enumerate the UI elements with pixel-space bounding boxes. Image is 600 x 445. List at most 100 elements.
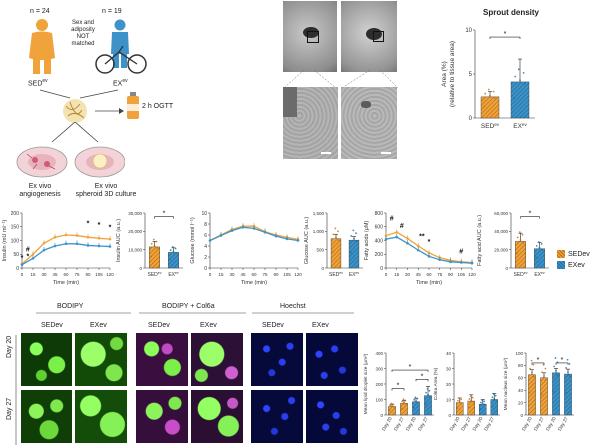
scatter-dot: [493, 97, 496, 99]
significance-mark: *: [421, 373, 424, 380]
y-tick-label: 200: [11, 211, 20, 217]
data-point: [241, 226, 245, 229]
zoom-lines: [283, 70, 399, 89]
x-axis-label: Time (min): [416, 280, 442, 286]
y-axis-label: Glucose AUC (a.u.): [304, 217, 310, 265]
x-tick-label: Day 20: [521, 416, 534, 432]
x-tick-label: SEDev: [329, 271, 343, 278]
glucose-curve-chart: 0 2 4 6 8 10 0 15 30 45 60 75 90 105 120 Time (min) Gluc…: [190, 211, 302, 286]
data-point: [31, 257, 35, 260]
data-point: [470, 261, 474, 265]
x-tick-label: 90: [448, 272, 454, 277]
y-tick-label: 0: [469, 116, 473, 122]
scatter-dot: [393, 406, 395, 408]
x-tick-label: 75: [74, 272, 80, 277]
x-tick-label: Day 27: [460, 416, 473, 432]
scatter-dot: [353, 237, 355, 240]
scatter-dot: [492, 393, 495, 395]
x-tick-label: 75: [437, 272, 443, 277]
significance-bracket: [415, 379, 429, 382]
scatter-dot: [468, 406, 470, 409]
significance-bracket: [391, 388, 405, 391]
split-arrows: [51, 122, 99, 143]
significance-mark: *: [397, 383, 400, 390]
significance-mark: *: [504, 31, 507, 38]
y-axis-label: Fatty acid AUC (a.u.): [477, 215, 483, 266]
scatter-dot: [535, 256, 537, 259]
scatter-dot: [518, 231, 521, 234]
nucleus-size-chart: 0 20 40 60 80 100 Mean nucleus size (μm²) Day 2…: [503, 351, 574, 432]
significance-bracket: [520, 216, 540, 219]
y-tick-label: 800: [375, 211, 384, 217]
scatter-dot: [404, 399, 407, 402]
sed-explant-image: [283, 1, 337, 72]
scatter-dot: [425, 391, 427, 394]
bar-0: [528, 374, 536, 416]
scatter-dot: [493, 397, 496, 400]
x-tick-label: Day 20: [545, 416, 558, 432]
x-tick-label: 60: [63, 272, 69, 277]
scatter-dot: [516, 252, 518, 255]
data-point: [75, 242, 79, 246]
data-point: [42, 248, 46, 252]
scatter-dot: [530, 359, 533, 362]
scatter-dot: [335, 236, 337, 239]
significance-mark: #: [26, 247, 30, 254]
row-day27: Day 27: [6, 397, 13, 420]
y-tick-label: 1,500: [313, 211, 325, 216]
significance-mark: *: [21, 255, 24, 262]
x-tick-label: 45: [416, 272, 422, 277]
legend-ex: EXev: [557, 261, 590, 269]
legend-ex-swatch: [557, 261, 565, 269]
data-point: [108, 245, 112, 248]
group-bodipy-col6a: BODIPY + Col6a: [162, 303, 215, 310]
scatter-dot: [390, 402, 393, 405]
data-point: [31, 252, 35, 256]
y-tick-label: 600: [375, 225, 384, 231]
ogtt-label: 2 h OGTT: [142, 103, 174, 110]
scatter-dot: [456, 407, 459, 410]
y-tick-label: 0: [505, 266, 508, 271]
x-tick-label: 105: [283, 272, 291, 277]
scatter-dot: [545, 378, 547, 381]
x-tick-label: 30: [41, 272, 47, 277]
scatter-dot: [516, 236, 519, 239]
lipid-droplet-chart: 0 100 200 300 400 Mean lipid droplet size (μm…: [363, 351, 434, 432]
significance-mark: *: [561, 357, 564, 364]
x-tick-label: 0: [385, 272, 388, 277]
scatter-dot: [481, 402, 484, 405]
group-hoechst: Hoechst: [280, 303, 306, 310]
scatter-dot: [519, 79, 521, 82]
scatter-dot: [429, 395, 431, 398]
x-tick-label: Day 20: [381, 416, 394, 432]
scatter-dot: [458, 397, 461, 400]
bar-0: [515, 241, 526, 269]
scatter-dot: [355, 240, 358, 243]
scatter-dot: [522, 72, 525, 74]
data-point: [20, 263, 24, 266]
scatter-dot: [492, 90, 495, 93]
x-tick-label: 15: [30, 272, 36, 277]
insulin-curve-chart: 0 50 100 150 200 0 15 30 45 60 75 90 105 120 Time (min…: [2, 211, 114, 286]
bodipy-sed-day20: [21, 333, 72, 386]
scatter-dot: [174, 247, 177, 250]
data-point: [427, 255, 431, 258]
y-tick-label: 2: [204, 255, 207, 261]
x-tick-label: 105: [457, 272, 465, 277]
fatty-acid-curve-chart: 0 200 400 600 800 0 15 30 45 60 75 90 105 120 Time (mi…: [364, 211, 476, 286]
y-tick-label: 30: [446, 366, 452, 371]
hoechst-sed-day27: [251, 390, 303, 443]
y-tick-label: 0: [204, 266, 207, 272]
scatter-dot: [529, 367, 531, 370]
scatter-dot: [332, 233, 335, 236]
legend: SEDev EXev: [557, 250, 590, 269]
scatter-dot: [565, 367, 567, 369]
merge-ex-day27: [191, 390, 243, 443]
data-point: [296, 239, 300, 242]
scatter-dot: [169, 249, 172, 251]
scatter-dot: [468, 398, 471, 400]
data-point: [395, 230, 399, 234]
y-tick-label: 0: [520, 413, 523, 418]
scatter-dot: [402, 398, 405, 401]
